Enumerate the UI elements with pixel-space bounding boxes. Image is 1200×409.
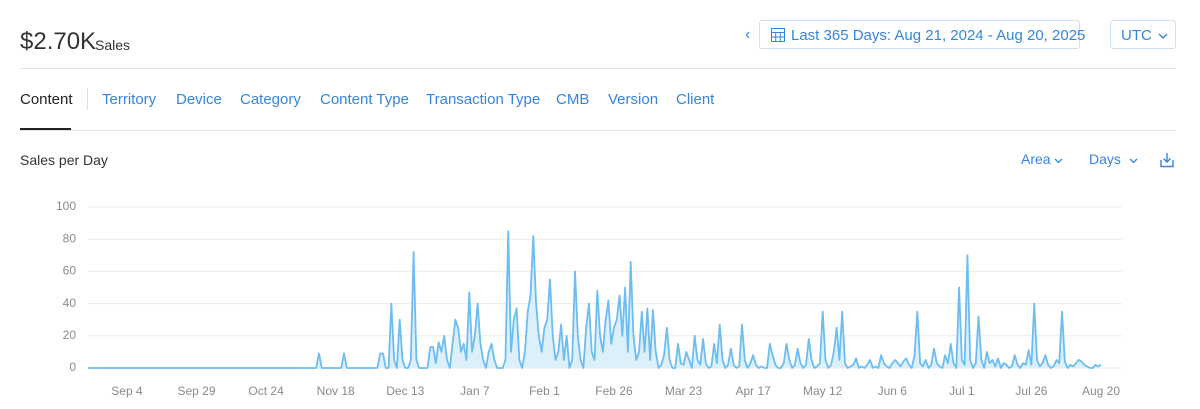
y-tick-label: 100: [56, 199, 76, 213]
y-tick-label: 0: [69, 360, 76, 374]
tab[interactable]: Content: [20, 91, 73, 108]
x-tick-label: May 12: [803, 384, 843, 398]
prev-range[interactable]: ‹: [745, 26, 751, 43]
chart: 0 20 40 60 80 100 Sep 4 Sep 29 Oct 24 Nov 18 Dec 1…: [56, 199, 1122, 398]
tab[interactable]: Device: [176, 91, 222, 108]
tab[interactable]: CMB: [556, 91, 590, 108]
tab[interactable]: Version: [608, 91, 659, 108]
x-tick-label: Jul 26: [1015, 384, 1047, 398]
download-icon[interactable]: [1160, 152, 1174, 168]
tab[interactable]: Territory: [102, 91, 157, 108]
calendar-icon: [771, 28, 785, 42]
tab-separator: [87, 88, 88, 110]
x-tick-label: Jul 1: [949, 384, 975, 398]
chart-title: Sales per Day: [20, 152, 108, 168]
chevron: [1055, 158, 1063, 164]
x-tick-label: Aug 20: [1082, 384, 1120, 398]
tab[interactable]: Transaction Type: [426, 91, 541, 108]
x-tick-label: Jun 6: [878, 384, 908, 398]
y-tick-label: 60: [63, 264, 77, 278]
line: [88, 230, 1102, 369]
chart-style: Area: [1021, 151, 1051, 167]
tab[interactable]: Content Type: [320, 91, 409, 108]
y-tick-label: 20: [63, 328, 77, 342]
x-tick-label: Dec 13: [386, 384, 424, 398]
total: $2.70K: [20, 28, 97, 55]
date-range: Last 365 Days: Aug 21, 2024 - Aug 20, 20…: [791, 27, 1086, 44]
x-tick-label: Feb 26: [595, 384, 633, 398]
x-tick-label: Sep 29: [178, 384, 216, 398]
timezone: UTC: [1121, 27, 1152, 44]
y-tick-label: 40: [63, 296, 77, 310]
x-tick-label: Feb 1: [529, 384, 560, 398]
x-tick-label: Oct 24: [248, 384, 284, 398]
active-tab-indicator: [20, 128, 71, 130]
divider: [20, 130, 1176, 131]
tab[interactable]: Category: [240, 91, 301, 108]
x-tick-label: Mar 23: [665, 384, 703, 398]
date-range-button[interactable]: Last 365 Days: Aug 21, 2024 - Aug 20, 20…: [759, 20, 1085, 49]
chart-style-menu[interactable]: Area: [1021, 151, 1063, 167]
interval: Days: [1089, 151, 1121, 167]
interval-menu[interactable]: Days: [1089, 151, 1138, 167]
x-tick-label: Jan 7: [460, 384, 490, 398]
timezone-button[interactable]: UTC: [1110, 20, 1176, 49]
y-tick-label: 80: [63, 231, 77, 245]
x-tick-label: Nov 18: [317, 384, 355, 398]
chevron: [1158, 33, 1168, 39]
x-tick-label: Sep 4: [111, 384, 143, 398]
x-tick-label: Apr 17: [735, 384, 771, 398]
divider: [20, 68, 1176, 69]
total-label: Sales: [95, 37, 131, 53]
chevron: [1129, 158, 1138, 164]
tab[interactable]: Client: [676, 91, 715, 108]
